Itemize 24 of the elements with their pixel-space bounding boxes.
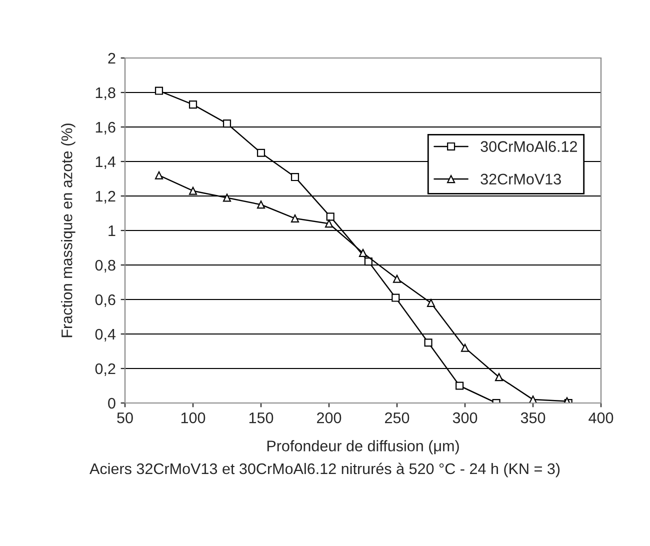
y-tick-label: 0,8 [95, 260, 116, 272]
y-tick-label: 1,8 [96, 87, 116, 100]
x-tick-label: 350 [520, 412, 546, 424]
x-tick-label: 300 [452, 412, 478, 424]
y-tick-label: 2 [108, 52, 116, 64]
y-tick-label: 1,2 [96, 190, 116, 204]
x-tick-label: 50 [117, 412, 133, 424]
text: Aciers 32CrMoV13 et 30CrMoAl6.12 nitrurés à 520 °C - 24 h (KN = 3) [90, 462, 560, 478]
y-axis-title: Fraction massique en azote (%) [61, 124, 76, 338]
x-tick-label: 400 [588, 412, 614, 424]
y-tick-label: 0,2 [95, 363, 116, 376]
x-tick-label: 150 [249, 412, 274, 424]
x-tick-label: 250 [385, 412, 410, 424]
y-tick-label: 1,6 [96, 122, 116, 134]
x-tick-label: 200 [317, 412, 342, 424]
y-tick-label: 1,4 [96, 156, 116, 169]
y-tick-label: 0,6 [95, 294, 116, 307]
x-tick-label: 100 [181, 412, 206, 424]
y-tick-label: 1 [108, 226, 116, 236]
y-tick-label: 0,4 [95, 328, 116, 342]
y-tick-label: 0 [108, 398, 116, 409]
legend-label: 32CrMoV13 [480, 174, 561, 185]
legend-label: 30CrMoAl6.12 [480, 140, 577, 152]
x-axis-title: Profondeur de diffusion (μm) [267, 440, 459, 454]
